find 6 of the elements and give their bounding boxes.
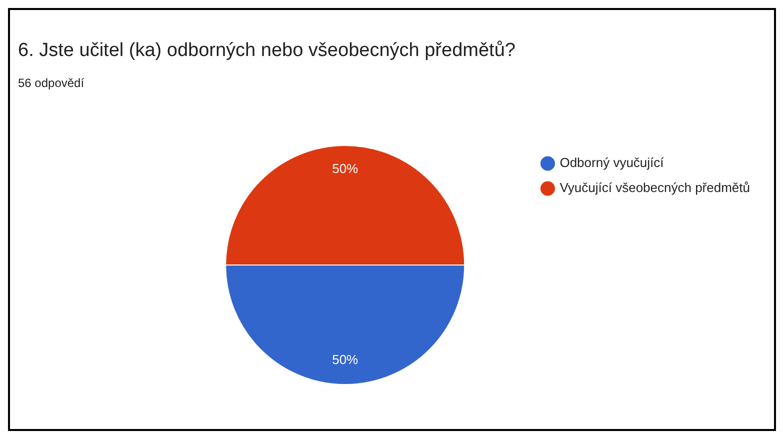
legend-label: Vyučující všeobecných předmětů bbox=[560, 180, 750, 196]
data-label: 50% bbox=[332, 352, 359, 368]
text: 56 odpovědí bbox=[18, 76, 84, 90]
legend-label: Odborný vyučující bbox=[560, 155, 664, 170]
data-label: 50% bbox=[332, 160, 359, 176]
chart-title: 6. Jste učitel (ka) odborných nebo všeobecných předmětů? bbox=[18, 40, 516, 62]
